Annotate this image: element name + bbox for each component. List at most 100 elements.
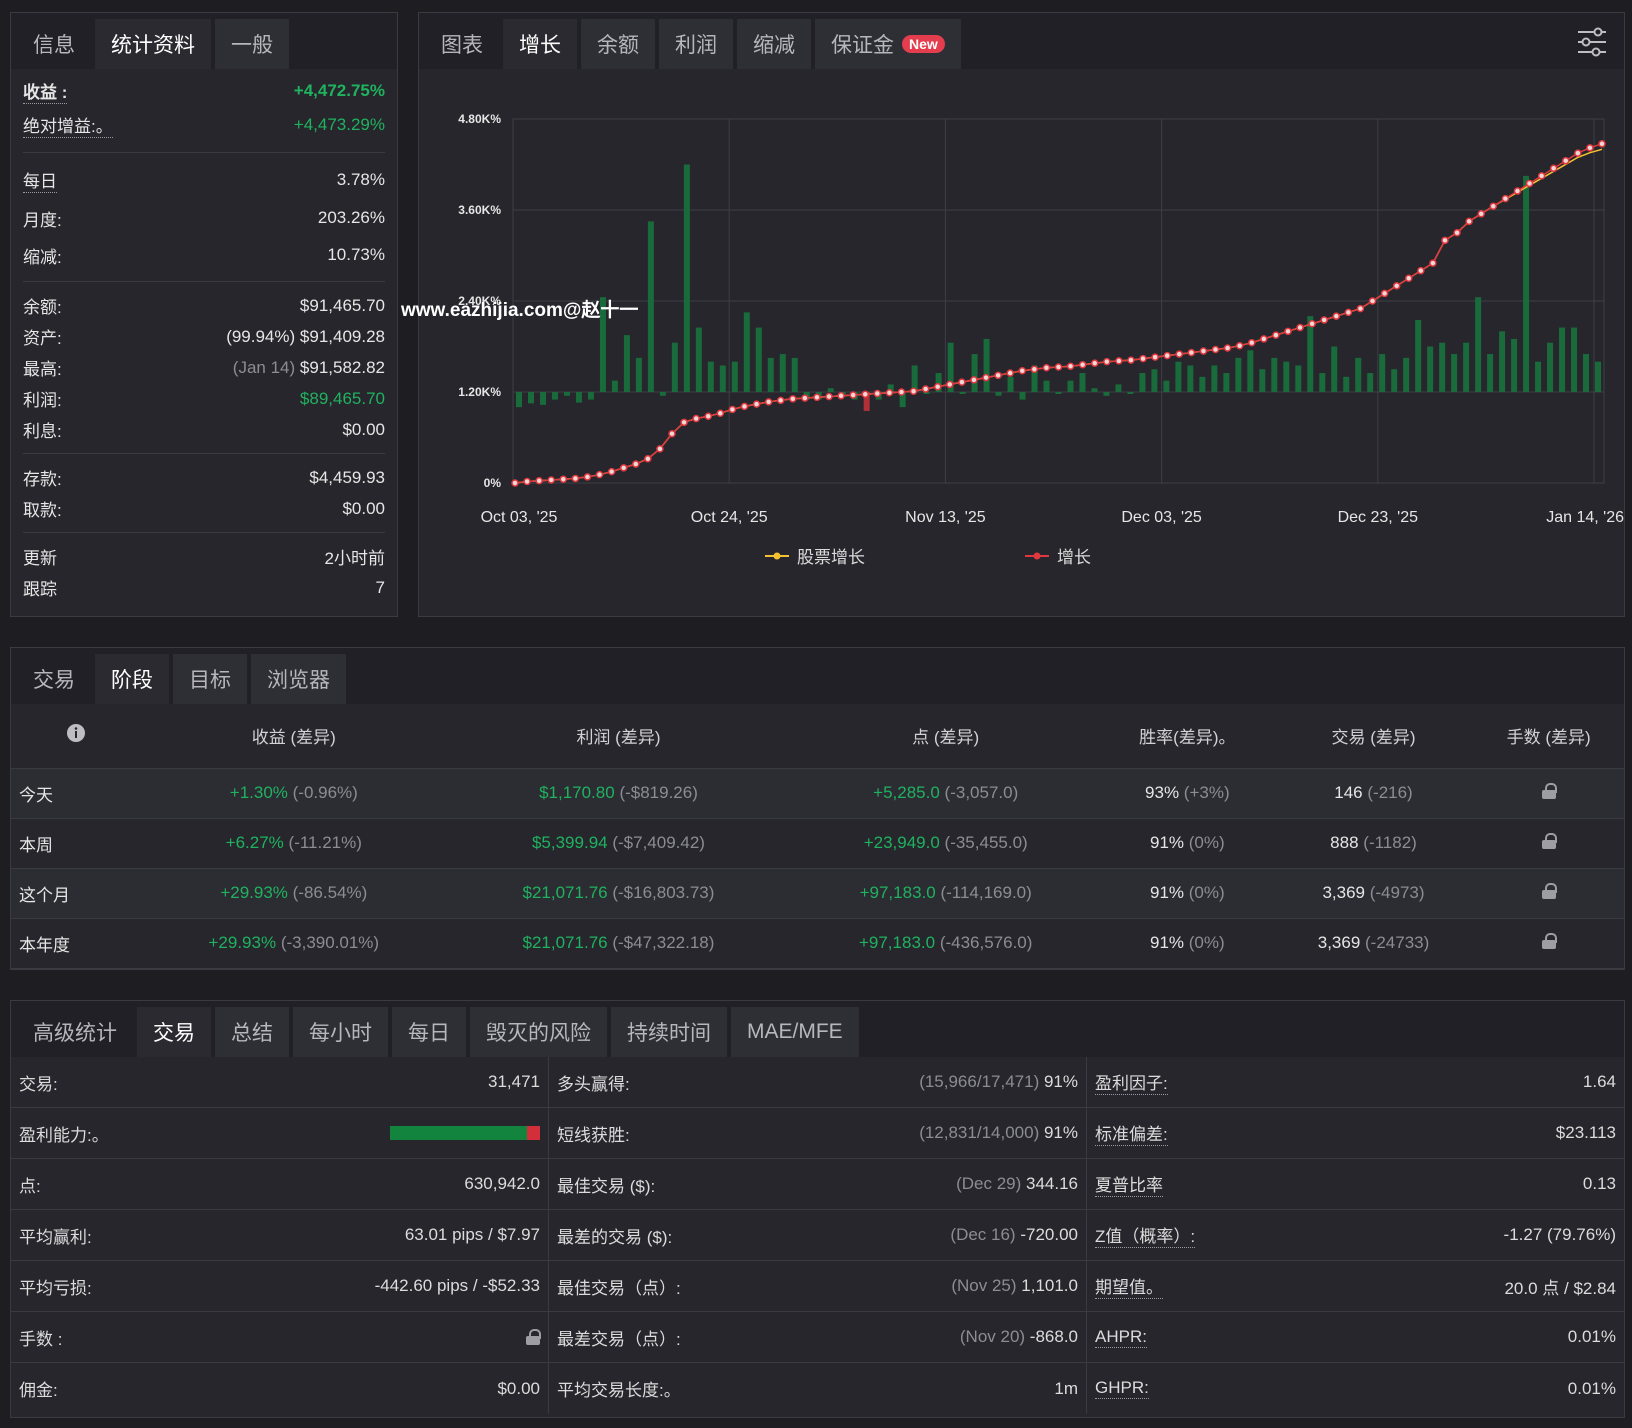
drawdown-label: 缩减: [23,247,62,267]
adv-value: 1m [1054,1378,1078,1398]
adv-value: 0.13 [1582,1174,1616,1193]
adv-value: -720.00 [1020,1225,1078,1244]
table-row[interactable]: 本年度 +29.93% (-3,390.01%) $21,071.76 (-$47,… [11,918,1624,969]
bar [983,338,990,392]
adv-label[interactable]: 夏普比率 [1095,1171,1163,1197]
deposit-row: 存款: $4,459.93 [11,462,397,493]
tab-general[interactable]: 一般 [215,19,289,69]
legend-growth-label: 增长 [1057,548,1091,567]
tab-growth[interactable]: 增长 [503,19,577,69]
tab-trades[interactable]: 交易 [33,669,75,692]
adv-note: (12,831/14,000) [919,1123,1040,1142]
adv-row: 最差交易（点）: (Nov 20) -868.0 [549,1312,1086,1363]
growth-point [933,382,942,391]
bar [1019,392,1026,400]
divider [23,453,385,454]
x-tick-label: Nov 13, '25 [905,509,986,526]
adv-row: GHPR: 0.01% [1087,1363,1624,1414]
adv-note: (Nov 25) [951,1276,1017,1295]
legend-equity[interactable]: 股票增长 [765,543,865,568]
updated-row: 更新 2小时前 [11,541,397,572]
tab-duration[interactable]: 持续时间 [611,1007,727,1057]
growth-point [571,474,580,483]
tab-summary[interactable]: 总结 [215,1007,289,1057]
withdraw-label: 取款: [23,501,62,520]
trades-value: 3,369 [1317,933,1361,952]
legend-growth-marker [1025,552,1049,559]
tab-adv-trades[interactable]: 交易 [137,1007,211,1057]
growth-point [801,394,809,402]
table-row[interactable]: 本周 +6.27% (-11.21%) $5,399.94 (-$7,409.42)… [11,818,1624,869]
advanced-col-3: 盈利因子: 1.64 标准偏差: $23.113 夏普比率 0.13 Z值（概率）: -1.2… [1087,1057,1624,1414]
daily-label: 每日 [23,167,57,193]
table-row[interactable]: 今天 +1.30% (-0.96%) $1,170.80 (-$819.26) +5,… [11,768,1624,819]
adv-value-group: (Nov 20) -868.0 [960,1327,1078,1347]
adv-label[interactable]: 标准偏差: [1095,1120,1168,1146]
gain-cell: +6.27% (-11.21%) [141,818,447,869]
growth-point [583,473,592,481]
tab-info[interactable]: 信息 [33,34,75,57]
advanced-col-2: 多头赢得: (15,966/17,471) 91% 短线获胜: (12,831/14,… [549,1057,1087,1414]
bar [1007,376,1014,392]
bar [1403,357,1410,392]
tab-goals[interactable]: 目标 [173,654,247,704]
lock-icon[interactable] [526,1329,541,1345]
lock-icon[interactable] [1473,868,1624,919]
adv-value-group: (12,831/14,000) 91% [919,1123,1078,1143]
tab-margin[interactable]: 保证金 New [815,19,961,69]
bar [1511,338,1518,392]
growth-point [1223,344,1232,352]
info-icon[interactable] [11,704,141,769]
growth-point [1417,266,1425,275]
lock-icon[interactable] [1473,768,1624,819]
tab-advanced-stats[interactable]: 高级统计 [33,1022,117,1045]
sliders-icon[interactable] [1576,27,1608,57]
adv-label[interactable]: AHPR: [1095,1326,1147,1348]
tab-statistics[interactable]: 统计资料 [95,19,211,69]
table-row[interactable]: 这个月 +29.93% (-86.54%) $21,071.76 (-$16,803… [11,868,1624,919]
lock-icon[interactable] [1473,918,1624,969]
bar [1535,361,1542,392]
growth-point [982,373,990,382]
equity-row: 资产: (99.94%) $91,409.28 [11,321,397,352]
profit-cell: $21,071.76 (-$47,322.18) [446,918,791,969]
adv-label[interactable]: 期望值。 [1095,1273,1163,1299]
tab-periods[interactable]: 阶段 [95,654,169,704]
lock-icon[interactable] [1473,818,1624,869]
tab-browser[interactable]: 浏览器 [251,654,346,704]
profit-value: $21,071.76 [522,883,608,902]
adv-label[interactable]: Z值（概率）: [1095,1222,1196,1248]
divider [23,532,385,533]
growth-point [1574,149,1582,157]
growth-point [1489,202,1498,210]
tab-hourly[interactable]: 每小时 [293,1007,388,1057]
trades-cell: 3,369 (-24733) [1273,918,1474,969]
adv-label[interactable]: GHPR: [1095,1378,1149,1399]
adv-row: 期望值。 20.0 点 / $2.84 [1087,1261,1624,1312]
growth-point [1453,229,1461,237]
profit-diff: (-$16,803.73) [612,883,715,902]
growth-point [861,390,870,399]
growth-point [1368,297,1377,305]
adv-value-group: (Dec 29) 344.16 [956,1174,1078,1194]
deposit-value: $4,459.93 [309,467,385,487]
growth-point [1477,210,1485,218]
tab-profit[interactable]: 利润 [659,19,733,69]
adv-label[interactable]: 盈利因子: [1095,1069,1168,1095]
bar [1391,369,1398,392]
growth-point [873,389,882,398]
profit-value: $21,071.76 [522,933,608,952]
adv-label: 平均赢利: [19,1227,92,1247]
tab-balance[interactable]: 余额 [581,19,655,69]
tab-mae-mfe[interactable]: MAE/MFE [731,1007,859,1057]
tab-risk-of-ruin[interactable]: 毁灭的风险 [470,1007,607,1057]
tab-drawdown[interactable]: 缩减 [737,19,811,69]
adv-row: 最差的交易 ($): (Dec 16) -720.00 [549,1210,1086,1261]
monthly-row: 月度: 203.26% [11,199,397,237]
tab-daily[interactable]: 每日 [392,1007,466,1057]
tab-chart[interactable]: 图表 [441,34,483,57]
bar [863,392,870,411]
trades-value: 3,369 [1322,883,1365,902]
chart-tabbar: 图表 增长 余额 利润 缩减 保证金 New [419,13,1624,69]
legend-growth[interactable]: 增长 [1025,543,1091,568]
